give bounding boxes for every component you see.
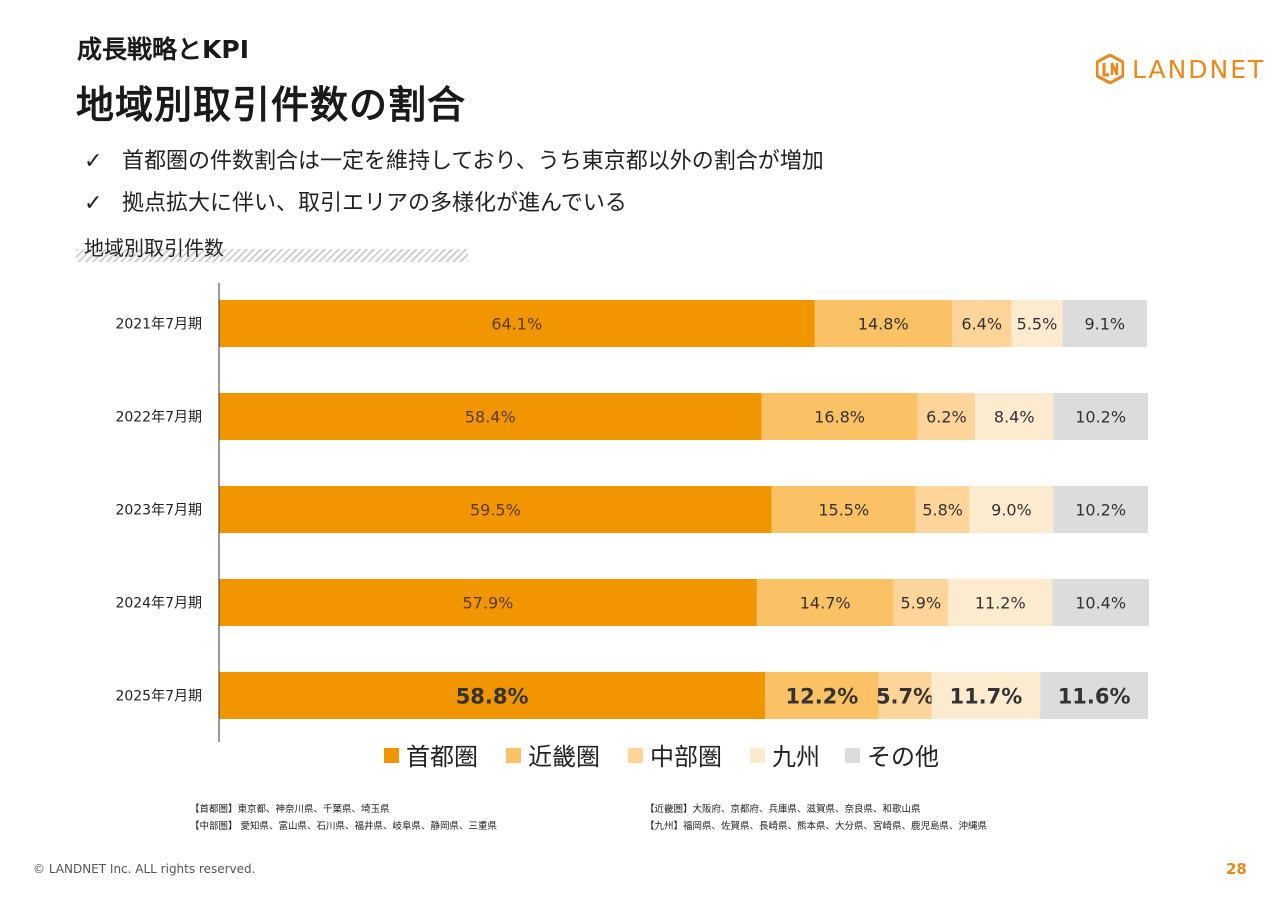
data-label: 11.2%	[975, 594, 1026, 613]
data-label: 14.7%	[800, 594, 851, 613]
data-label: 6.4%	[961, 315, 1002, 334]
legend-label: 近畿圏	[528, 743, 600, 771]
bar-segment	[219, 579, 757, 626]
bar-segment	[969, 486, 1054, 533]
note-line: 【近畿圏】大阪府、京都府、兵庫県、滋賀県、奈良県、和歌山県	[645, 804, 921, 815]
legend-label: その他	[867, 743, 939, 771]
check-icon: ✓	[84, 149, 103, 174]
note-line: 【九州】福岡県、佐賀県、長崎県、熊本県、大分県、宮崎県、鹿児島県、沖縄県	[645, 821, 988, 832]
page-title: 地域別取引件数の割合	[76, 83, 467, 127]
bar-segment	[975, 393, 1054, 440]
data-label: 12.2%	[785, 685, 858, 709]
data-label: 11.7%	[949, 685, 1022, 709]
bar-segment	[931, 672, 1041, 719]
landnet-logo-icon	[1096, 54, 1124, 84]
bar-segment	[761, 393, 918, 440]
bar-segment	[893, 579, 949, 626]
check-icon: ✓	[84, 191, 103, 216]
bullet-text: 拠点拡大に伴い、取引エリアの多様化が進んでいる	[122, 191, 627, 216]
bar-segment	[951, 300, 1012, 347]
data-label: 58.8%	[456, 685, 529, 709]
legend-swatch	[845, 748, 860, 763]
company-logo: LANDNET	[1096, 54, 1265, 84]
legend-swatch	[506, 748, 521, 763]
data-label: 6.2%	[926, 408, 967, 427]
bar-segment	[948, 579, 1053, 626]
bar-segment	[917, 393, 976, 440]
bar-segment	[1040, 672, 1148, 719]
region-notes-right: 【近畿圏】大阪府、京都府、兵庫県、滋賀県、奈良県、和歌山県 【九州】福岡県、佐賀…	[645, 801, 987, 835]
bullet-item: ✓ 首都圏の件数割合は一定を維持しており、うち東京都以外の割合が増加	[84, 146, 824, 188]
bar-segment	[1052, 579, 1149, 626]
bar-segment	[219, 672, 766, 719]
bar-segment	[1053, 393, 1148, 440]
category-label: 2024年7月期	[115, 596, 202, 612]
stacked-bar-chart: 2021年7月期 64.1% 14.8% 6.4% 5.5% 9.1% 2022年7月期 58…	[115, 283, 1149, 771]
chart-section-label: 地域別取引件数	[84, 236, 224, 260]
bar-segment	[1011, 300, 1063, 347]
data-label: 5.9%	[901, 594, 942, 613]
logo-text: LANDNET	[1132, 54, 1266, 84]
data-label: 58.4%	[465, 408, 516, 427]
bar-segment	[756, 579, 894, 626]
note-line: 【中部圏】 愛知県、富山県、石川県、福井県、岐阜県、静岡県、三重県	[190, 821, 498, 832]
legend-swatch	[628, 748, 643, 763]
data-label: 57.9%	[463, 594, 514, 613]
bar-segment	[814, 300, 952, 347]
bar-segment	[1062, 300, 1148, 347]
category-label: 2021年7月期	[115, 317, 202, 333]
data-label: 8.4%	[994, 408, 1035, 427]
data-label: 16.8%	[814, 408, 865, 427]
data-label: 10.4%	[1075, 594, 1126, 613]
section-label-underline	[76, 249, 468, 262]
bullet-text: 首都圏の件数割合は一定を維持しており、うち東京都以外の割合が増加	[122, 149, 824, 174]
legend-label: 九州	[772, 743, 820, 771]
note-line: 【首都圏】東京都、神奈川県、千葉県、埼玉県	[190, 804, 390, 815]
data-label: 9.0%	[991, 501, 1032, 520]
data-label: 5.5%	[1017, 315, 1058, 334]
legend-swatch	[384, 748, 399, 763]
data-label: 59.5%	[470, 501, 521, 520]
data-label: 14.8%	[858, 315, 909, 334]
data-label: 10.2%	[1075, 408, 1126, 427]
bar-segment	[765, 672, 879, 719]
legend-label: 中部圏	[650, 743, 722, 771]
legend-swatch	[750, 748, 765, 763]
data-label: 5.8%	[922, 501, 963, 520]
region-notes-left: 【首都圏】東京都、神奈川県、千葉県、埼玉県 【中部圏】 愛知県、富山県、石川県、…	[190, 801, 497, 835]
bar-segment	[219, 486, 772, 533]
bar-segment	[915, 486, 970, 533]
section-subtitle: 成長戦略とKPI	[77, 35, 249, 64]
bullet-item: ✓ 拠点拡大に伴い、取引エリアの多様化が進んでいる	[84, 188, 824, 230]
bar-segment	[771, 486, 916, 533]
data-label: 15.5%	[818, 501, 869, 520]
category-label: 2025年7月期	[115, 689, 202, 705]
data-label: 5.7%	[876, 685, 934, 709]
data-label: 11.6%	[1058, 685, 1131, 709]
bullet-list: ✓ 首都圏の件数割合は一定を維持しており、うち東京都以外の割合が増加 ✓ 拠点拡…	[84, 146, 824, 230]
data-label: 64.1%	[491, 315, 542, 334]
category-label: 2022年7月期	[115, 410, 202, 426]
bar-segment	[219, 300, 815, 347]
category-label: 2023年7月期	[115, 503, 202, 519]
data-label: 10.2%	[1075, 501, 1126, 520]
legend-label: 首都圏	[406, 743, 478, 771]
bar-segment	[878, 672, 932, 719]
data-label: 9.1%	[1084, 315, 1125, 334]
copyright: © LANDNET Inc. ALL rights reserved.	[33, 862, 256, 876]
page-number: 28	[1226, 860, 1247, 878]
bar-segment	[219, 393, 762, 440]
bar-segment	[1053, 486, 1148, 533]
